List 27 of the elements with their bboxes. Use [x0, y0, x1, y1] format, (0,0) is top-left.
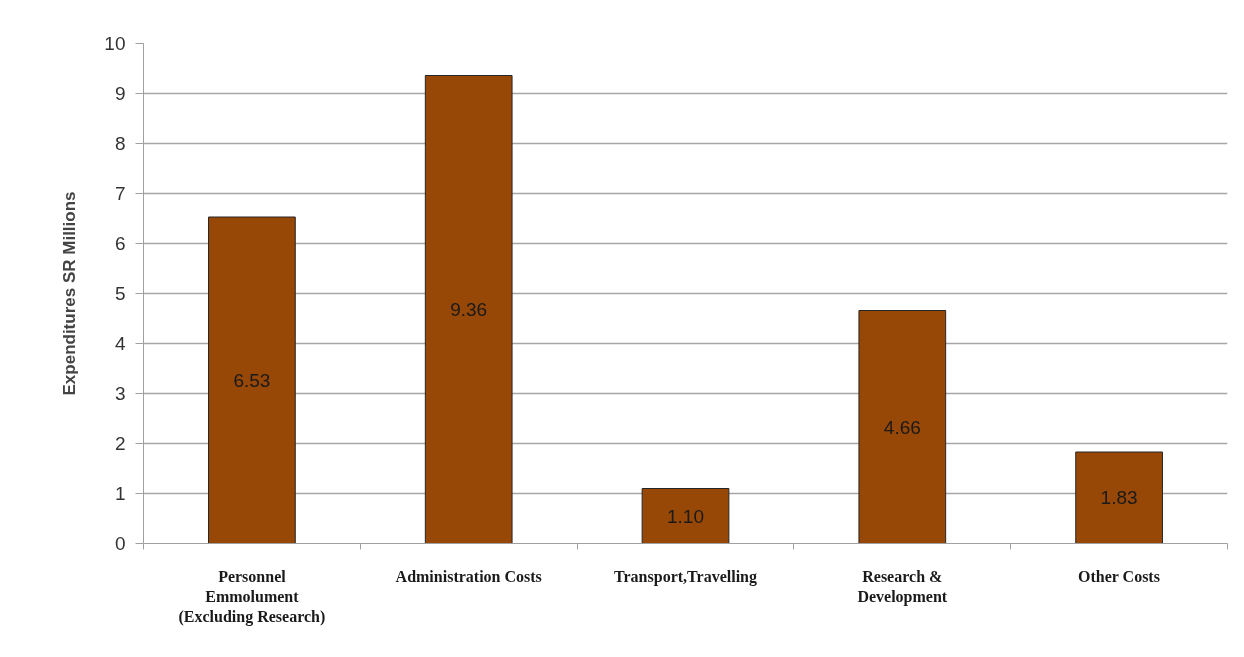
y-tick-label: 7	[114, 183, 126, 204]
x-tick-label: Personnel Emmolument (Excluding Research)	[178, 567, 326, 627]
x-tick-label: Transport,Travelling	[614, 567, 757, 586]
y-axis-title: Expenditures SR Millions	[60, 191, 80, 396]
bar	[424, 75, 513, 544]
x-tick-label: Research & Development	[857, 567, 948, 606]
y-tick-label: 6	[114, 233, 126, 254]
y-tick-label: 5	[114, 283, 126, 304]
data-label: 1.10	[667, 505, 704, 527]
data-label: 1.83	[1100, 487, 1138, 509]
y-tick-label: 1	[114, 483, 126, 504]
y-tick-label: 3	[114, 383, 126, 404]
bar	[208, 216, 296, 544]
y-tick-label: 0	[114, 533, 126, 554]
y-tick-label: 8	[114, 133, 126, 154]
y-tick-label: 4	[114, 333, 126, 354]
bar	[1075, 451, 1163, 544]
x-tick-label: Administration Costs	[395, 567, 542, 585]
data-label: 6.53	[233, 369, 271, 391]
data-label: 4.66	[883, 416, 921, 438]
y-tick-label: 2	[114, 433, 126, 454]
x-tick-label: Other Costs	[1077, 567, 1160, 585]
data-label: 9.36	[450, 299, 488, 320]
y-tick-label: 10	[104, 33, 126, 54]
y-tick-label: 9	[114, 83, 126, 104]
bar	[641, 488, 730, 544]
bar	[858, 310, 947, 544]
